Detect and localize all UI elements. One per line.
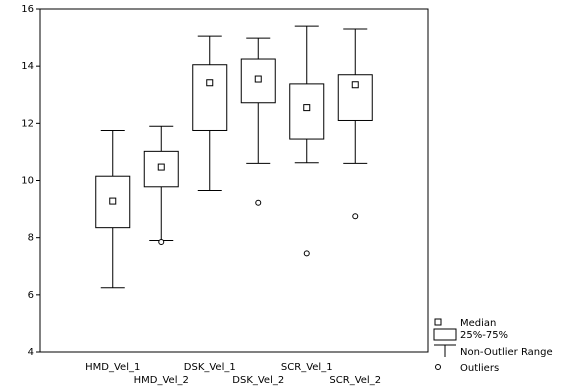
box-SCR_Vel_2 — [337, 28, 373, 220]
iqr-box — [289, 83, 325, 140]
legend-outlier-symbol — [435, 364, 441, 370]
x-category-label: DSK_Vel_1 — [184, 362, 236, 373]
box-DSK_Vel_2 — [240, 37, 276, 206]
median-marker — [351, 81, 359, 89]
legend: Median 25%-75% Non-Outlier Range Outlier… — [433, 318, 553, 374]
x-category-label: HMD_Vel_1 — [85, 362, 140, 373]
x-category-label: DSK_Vel_2 — [232, 375, 284, 386]
box-DSK_Vel_1 — [192, 35, 228, 192]
box-SCR_Vel_1 — [289, 25, 325, 257]
outlier-point — [158, 238, 165, 245]
median-marker — [254, 75, 262, 83]
x-category-label: SCR_Vel_2 — [329, 375, 381, 386]
box-HMD_Vel_2 — [143, 125, 179, 245]
median-marker — [303, 104, 311, 112]
box-series — [95, 25, 373, 289]
outlier-point — [255, 199, 262, 206]
y-tick-label: 12 — [21, 118, 34, 129]
y-tick-label: 6 — [28, 290, 34, 301]
median-marker — [109, 197, 117, 205]
x-category-label: HMD_Vel_2 — [134, 375, 189, 386]
y-axis: 4 6 8 10 12 14 16 — [21, 4, 40, 358]
legend-box-symbol — [433, 328, 457, 341]
outlier-point — [303, 250, 310, 257]
x-category-label: SCR_Vel_1 — [281, 362, 333, 373]
legend-outliers-label: Outliers — [460, 363, 499, 374]
y-tick-label: 10 — [21, 176, 34, 187]
median-marker — [157, 163, 165, 171]
legend-median-symbol — [434, 318, 442, 326]
median-marker — [206, 79, 214, 87]
outlier-point — [352, 213, 359, 220]
x-axis-labels: HMD_Vel_1 HMD_Vel_2 DSK_Vel_1 DSK_Vel_2 SCR_… — [85, 362, 381, 386]
y-tick-label: 4 — [28, 347, 34, 358]
y-tick-label: 14 — [21, 61, 34, 72]
legend-range-label: Non-Outlier Range — [460, 347, 553, 358]
y-tick-label: 16 — [21, 4, 34, 15]
iqr-box — [192, 64, 228, 131]
legend-box-label: 25%-75% — [460, 330, 508, 341]
legend-median-label: Median — [460, 318, 496, 329]
box-HMD_Vel_1 — [95, 129, 131, 289]
y-tick-label: 8 — [28, 233, 34, 244]
